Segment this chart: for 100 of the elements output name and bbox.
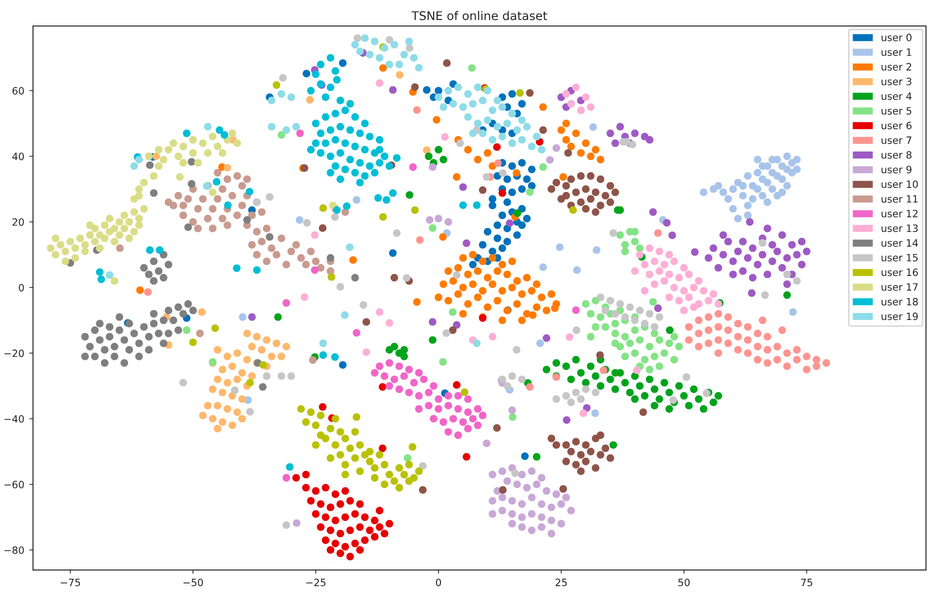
point <box>356 500 364 508</box>
point <box>81 332 89 341</box>
point <box>636 250 644 258</box>
point <box>415 467 423 476</box>
point <box>268 352 276 360</box>
point <box>656 248 664 256</box>
point <box>336 500 344 508</box>
point <box>646 366 654 374</box>
point <box>110 342 118 350</box>
y-tick-label: 0 <box>18 284 24 292</box>
point <box>582 458 590 466</box>
point <box>434 405 442 413</box>
point <box>404 454 412 462</box>
point <box>754 342 762 350</box>
point <box>179 310 188 318</box>
point <box>802 366 811 374</box>
point <box>764 198 772 206</box>
point <box>526 188 534 196</box>
point <box>621 352 629 360</box>
point <box>488 496 496 505</box>
point <box>164 330 172 338</box>
point <box>362 318 370 326</box>
point <box>443 59 451 67</box>
point <box>548 185 556 193</box>
point <box>539 163 547 171</box>
x-tick-label: −25 <box>306 578 326 586</box>
point <box>586 310 594 318</box>
point <box>380 480 388 488</box>
point <box>680 264 688 272</box>
point <box>538 523 546 531</box>
point <box>754 356 762 364</box>
point <box>125 346 134 354</box>
point <box>258 383 267 391</box>
point <box>734 214 742 222</box>
point <box>789 308 797 316</box>
point <box>243 356 251 364</box>
point <box>248 212 256 220</box>
point <box>106 323 114 331</box>
point <box>332 414 340 423</box>
point <box>744 336 752 344</box>
point <box>582 441 590 449</box>
point <box>586 195 594 203</box>
point <box>556 243 564 251</box>
point <box>160 274 168 282</box>
point <box>675 342 683 350</box>
point <box>199 412 207 420</box>
point <box>362 348 370 356</box>
point <box>389 249 397 257</box>
point <box>302 484 310 492</box>
point <box>675 296 683 304</box>
point <box>214 424 222 432</box>
point <box>312 487 320 495</box>
point <box>694 342 703 350</box>
point <box>454 405 462 413</box>
point <box>602 192 610 200</box>
point <box>714 323 722 331</box>
point <box>246 378 254 386</box>
point <box>420 376 428 384</box>
point <box>413 106 421 114</box>
point <box>196 330 204 338</box>
point <box>318 403 326 411</box>
chart-title: TSNE of online dataset <box>412 10 548 20</box>
point <box>170 316 178 324</box>
point <box>577 106 585 114</box>
point <box>332 540 340 548</box>
point <box>292 241 300 249</box>
point <box>428 163 436 171</box>
point <box>478 186 486 194</box>
point <box>523 175 531 184</box>
point <box>812 356 820 364</box>
point <box>793 346 801 354</box>
point <box>352 413 360 421</box>
point <box>312 257 320 266</box>
point <box>611 330 620 338</box>
point <box>631 228 639 236</box>
point <box>734 346 742 354</box>
point <box>282 299 290 307</box>
point <box>577 198 585 206</box>
legend-label: user 11 <box>882 195 918 203</box>
point <box>528 182 536 190</box>
point <box>302 260 310 268</box>
point <box>459 418 467 426</box>
point <box>184 300 192 308</box>
point <box>424 388 432 396</box>
point <box>478 412 486 420</box>
point <box>778 188 786 196</box>
point <box>499 486 507 494</box>
point <box>444 392 452 400</box>
point <box>474 422 482 430</box>
point <box>346 496 354 505</box>
point <box>218 388 226 396</box>
point <box>704 326 712 334</box>
point <box>596 451 604 459</box>
point <box>586 448 594 456</box>
point <box>444 402 452 410</box>
point <box>188 158 196 166</box>
point <box>478 241 486 249</box>
point <box>418 486 427 494</box>
point <box>233 172 242 180</box>
point <box>370 464 378 472</box>
